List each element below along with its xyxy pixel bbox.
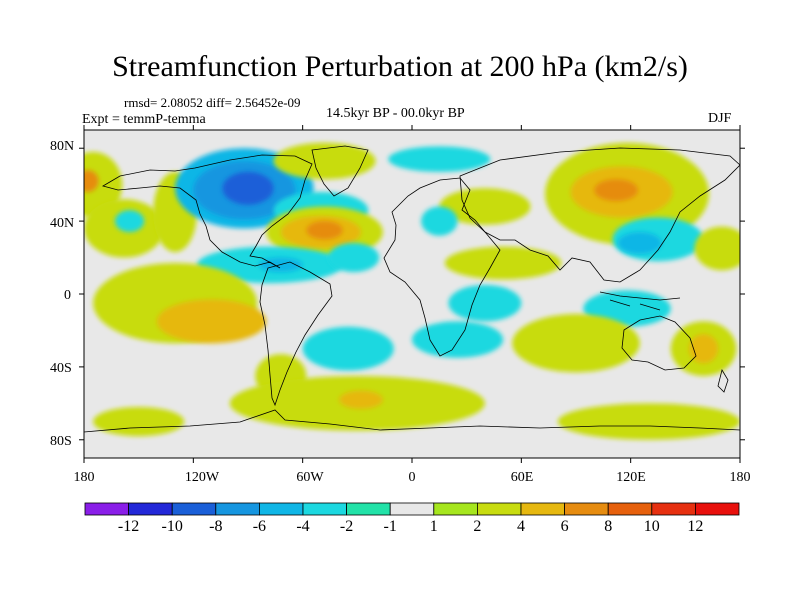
coast-asia xyxy=(459,147,740,283)
colorbar-swatch xyxy=(520,502,565,516)
lat-label-eq: 0 xyxy=(64,288,71,303)
anomaly-25 xyxy=(694,226,740,271)
coast-greenland xyxy=(311,145,369,197)
colorbar-swatch xyxy=(564,502,609,516)
colorbar-swatch xyxy=(128,502,173,516)
colorbar-swatch xyxy=(389,502,435,516)
colorbar-swatch xyxy=(302,502,347,516)
anomaly-39 xyxy=(93,406,185,437)
anomaly-35 xyxy=(512,314,640,373)
anomaly-38 xyxy=(557,403,740,440)
lon-label-120e: 120E xyxy=(616,470,646,485)
anomaly-24 xyxy=(617,232,662,254)
colorbar-swatch xyxy=(171,502,217,516)
anomaly-33 xyxy=(412,321,504,358)
colorbar-label: 1 xyxy=(429,518,438,535)
colorbar-label: -1 xyxy=(383,518,397,535)
anomaly-18 xyxy=(388,146,491,172)
coast-new-zealand xyxy=(717,368,729,393)
colorbar-label: -2 xyxy=(339,518,354,535)
lon-label-60e: 60E xyxy=(510,470,534,485)
colorbar-swatch xyxy=(215,502,260,516)
stats-label: rmsd= 2.08052 diff= 2.56452e-09 xyxy=(124,95,301,110)
colorbar-label: -10 xyxy=(161,518,183,535)
colorbar-label: -4 xyxy=(296,518,310,535)
colorbar-label: 6 xyxy=(560,518,569,535)
colorbar-swatch xyxy=(84,502,129,516)
anomaly-field xyxy=(84,142,740,440)
experiment-label: Expt = temmP-temma xyxy=(82,112,206,127)
lon-label-120w: 120W xyxy=(184,470,220,485)
coast-south-america xyxy=(259,261,333,407)
colorbar-swatch xyxy=(695,502,740,516)
colorbar-swatch xyxy=(346,502,391,516)
colorbar-label: 8 xyxy=(604,518,613,535)
anomaly-30 xyxy=(156,299,267,344)
anomaly-3 xyxy=(114,210,145,233)
coast-north-america xyxy=(101,154,313,269)
lon-label-60w: 60W xyxy=(296,470,324,485)
lat-label-40s: 40S xyxy=(50,361,72,376)
coast-maritime xyxy=(599,291,681,311)
plot-title: Streamfunction Perturbation at 200 hPa (… xyxy=(112,50,688,83)
lon-label-180e: 180 xyxy=(729,470,751,485)
colorbar xyxy=(84,502,740,516)
anomaly-31 xyxy=(302,326,394,371)
anomaly-12 xyxy=(306,221,343,240)
anomaly-1 xyxy=(84,170,99,192)
anomaly-16 xyxy=(444,246,562,280)
colorbar-label: -8 xyxy=(209,518,223,535)
anomaly-22 xyxy=(594,179,638,202)
colorbar-swatch xyxy=(607,502,653,516)
colorbar-swatch xyxy=(433,502,478,516)
coast-australia xyxy=(621,315,697,371)
anomaly-15 xyxy=(328,242,380,273)
colorbar-swatch xyxy=(651,502,696,516)
colorbar-swatch xyxy=(476,502,522,516)
colorbar-label: -6 xyxy=(252,518,267,535)
lon-label-180w: 180 xyxy=(73,470,95,485)
anomaly-19 xyxy=(421,206,458,236)
colorbar-label: 12 xyxy=(687,518,704,535)
colorbar-label: 2 xyxy=(473,518,482,535)
anomaly-37 xyxy=(339,390,383,409)
colorbar-swatch xyxy=(258,502,304,516)
lon-label-0: 0 xyxy=(408,470,416,485)
axis-ticks xyxy=(79,125,745,463)
lat-label-80s: 80S xyxy=(50,434,72,449)
lat-label-40n: 40N xyxy=(50,216,75,231)
colorbar-label: -12 xyxy=(117,518,140,535)
coast-antarctica xyxy=(84,409,740,433)
season-label: DJF xyxy=(708,111,732,126)
anomaly-7 xyxy=(222,171,274,205)
colorbar-label: 4 xyxy=(517,518,525,535)
coastlines xyxy=(84,145,740,433)
colorbar-label: 10 xyxy=(643,518,660,535)
lat-label-80n: 80N xyxy=(50,139,75,154)
period-label: 14.5kyr BP - 00.0kyr BP xyxy=(326,106,465,121)
anomaly-34 xyxy=(448,284,522,322)
anomaly-8 xyxy=(273,142,376,180)
